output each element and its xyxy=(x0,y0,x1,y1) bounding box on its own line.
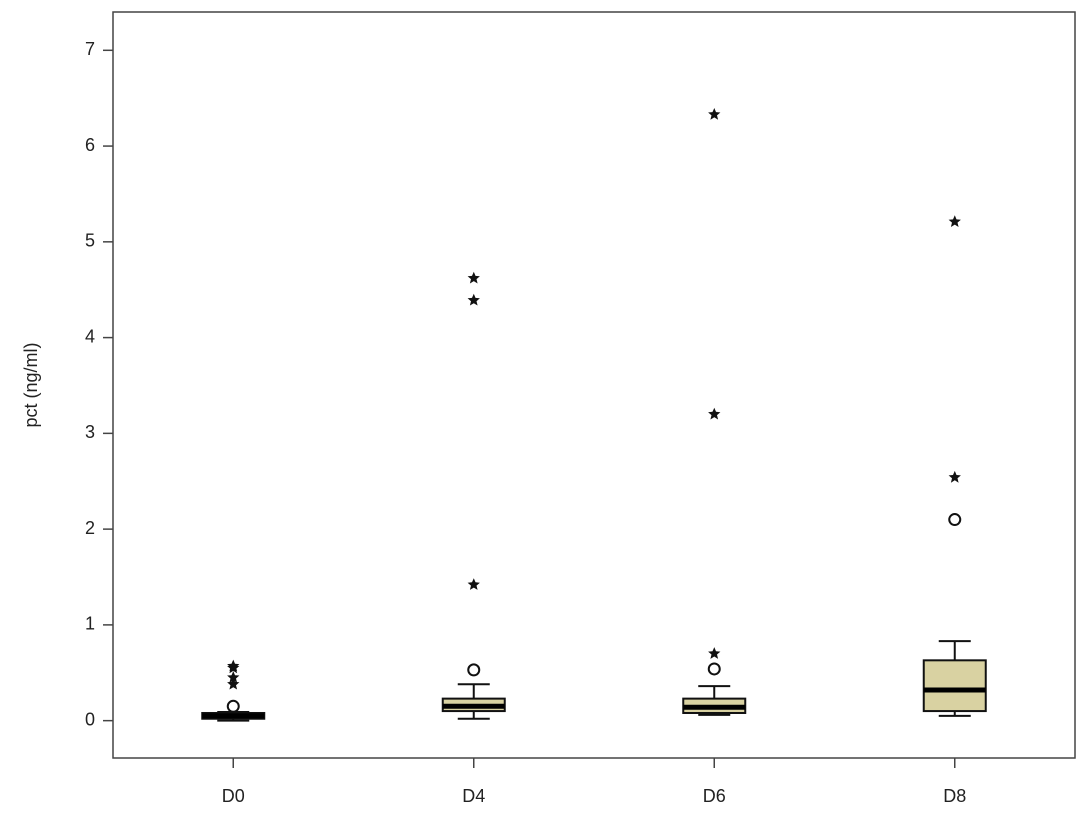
outlier xyxy=(467,663,481,677)
extreme xyxy=(708,647,721,659)
y-tick-label: 7 xyxy=(85,39,95,59)
y-tick-label: 6 xyxy=(85,135,95,155)
outlier xyxy=(707,662,721,676)
x-tick-label: D4 xyxy=(462,786,485,806)
extreme xyxy=(948,470,961,483)
y-axis-label: pct (ng/ml) xyxy=(21,342,41,427)
x-tick-label: D0 xyxy=(222,786,245,806)
extreme xyxy=(708,407,721,420)
y-tick-label: 3 xyxy=(85,422,95,442)
extreme xyxy=(948,215,961,227)
extreme xyxy=(227,671,240,683)
extreme xyxy=(227,677,240,690)
x-tick-label: D8 xyxy=(943,786,966,806)
outlier xyxy=(226,699,240,713)
box xyxy=(922,659,987,713)
x-tick-label: D6 xyxy=(703,786,726,806)
extreme xyxy=(467,578,480,590)
extreme xyxy=(467,271,480,284)
y-tick-label: 4 xyxy=(85,326,95,346)
y-tick-label: 0 xyxy=(85,709,95,729)
y-tick-label: 2 xyxy=(85,518,95,538)
extreme xyxy=(708,108,721,120)
extreme xyxy=(227,659,240,672)
y-tick-label: 1 xyxy=(85,614,95,634)
outlier xyxy=(948,513,962,527)
extreme xyxy=(467,293,480,306)
plot-frame xyxy=(112,11,1076,759)
y-tick-label: 5 xyxy=(85,231,95,251)
